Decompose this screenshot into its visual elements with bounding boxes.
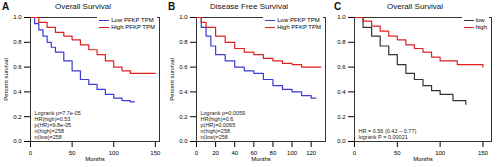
svg-text:50: 50 [69,150,76,156]
html-text:High PFKP TPM: High PFKP TPM [277,24,321,30]
svg-text:0.8: 0.8 [179,39,188,45]
html-text:Low PFKP TPM: Low PFKP TPM [111,17,154,23]
svg-text:50: 50 [394,150,401,156]
svg-text:0: 0 [195,150,199,156]
svg-text:0.8: 0.8 [337,39,346,45]
svg-text:120: 120 [306,150,317,156]
svg-text:0.4: 0.4 [337,89,346,95]
html-text:B: B [168,1,176,12]
svg-text:0.2: 0.2 [179,114,188,120]
svg-text:150: 150 [150,150,161,156]
svg-text:0.6: 0.6 [13,64,22,70]
svg-text:60: 60 [250,149,258,156]
svg-text:100: 100 [435,150,446,156]
svg-text:0.0: 0.0 [337,138,346,144]
svg-text:0: 0 [353,150,357,156]
svg-text:Months: Months [251,156,271,162]
svg-text:0.8: 0.8 [13,39,22,45]
svg-text:1.0: 1.0 [13,14,22,20]
svg-text:Percent survival: Percent survival [169,58,175,101]
svg-text:150: 150 [478,150,489,156]
svg-text:0.6: 0.6 [337,64,346,70]
html-text:A: A [2,1,10,12]
svg-text:0.2: 0.2 [13,114,22,120]
svg-text:Logrank p=7.7e-05HR(high)=0.53: Logrank p=7.7e-05HR(high)=0.53p(HR)=9.8e… [35,110,81,139]
svg-text:100: 100 [109,150,120,156]
svg-text:0.6: 0.6 [179,64,188,70]
svg-text:100: 100 [287,150,298,156]
html-text:C: C [334,1,342,12]
html-text:Overall Survival: Overall Survival [387,2,443,11]
svg-text:Percent survival: Percent survival [3,58,9,101]
svg-text:0.0: 0.0 [13,138,22,144]
html-text:High PFKP TPM: High PFKP TPM [111,24,155,30]
svg-text:0.4: 0.4 [179,89,188,95]
svg-text:20: 20 [212,150,219,156]
svg-text:0.4: 0.4 [13,89,22,95]
svg-text:HR = 0.56 (0.42 − 0.77)logrank: HR = 0.56 (0.42 − 0.77)logrank P = 0.000… [359,128,417,140]
svg-text:0.2: 0.2 [337,114,346,120]
svg-text:Months: Months [413,156,433,162]
html-text:low: low [475,17,485,23]
html-text:high: high [475,24,487,30]
svg-text:Months: Months [85,156,105,162]
svg-text:1.0: 1.0 [179,14,188,20]
html-text:Disease Free Survival: Disease Free Survival [209,2,289,11]
svg-text:0.0: 0.0 [179,138,188,144]
html-text:Low PFKP TPM: Low PFKP TPM [277,17,320,23]
svg-text:1.0: 1.0 [337,14,346,20]
svg-text:Logrank p=0.0059HR(high)=0.6p(: Logrank p=0.0059HR(high)=0.6p(HR)=0.0065… [201,110,246,139]
svg-text:0: 0 [29,150,33,156]
svg-text:80: 80 [269,149,277,156]
svg-text:40: 40 [231,150,238,156]
html-text:Overall Survival: Overall Survival [55,2,111,11]
